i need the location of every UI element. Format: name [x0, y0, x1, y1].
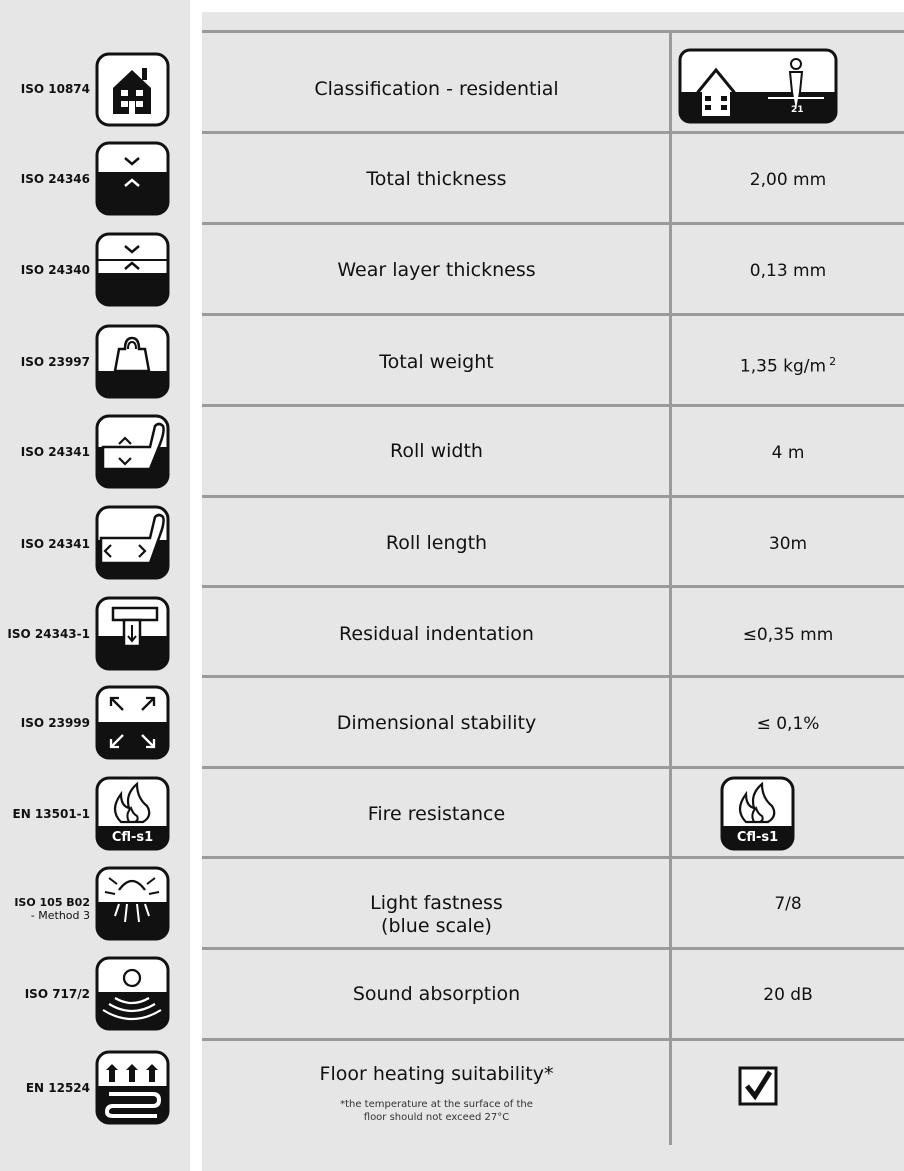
residential-class-badge: 21: [791, 105, 804, 115]
residential-class-21-icon: 21: [678, 48, 838, 124]
property-label: Roll length: [385, 532, 488, 554]
property-value: 2,00 mm: [749, 170, 827, 190]
property-label: Dimensional stability: [336, 712, 537, 734]
fire-class-label: Cfl-s1: [111, 830, 154, 845]
property-value: 0,13 mm: [749, 261, 827, 281]
standard-label: ISO 10874: [20, 82, 90, 96]
property-value: ≤ 0,1%: [756, 714, 820, 734]
unit-superscript: 2: [829, 355, 837, 368]
standard-label: EN 13501-1: [12, 807, 91, 821]
row-divider: [202, 404, 904, 407]
sound-absorption-icon: [95, 956, 170, 1031]
dimensional-stability-icon: [95, 685, 170, 760]
property-label: Sound absorption: [352, 983, 521, 1005]
residual-indentation-icon: [95, 596, 170, 671]
house-icon: [95, 52, 170, 127]
fire-class-icon: Cfl-s1: [720, 776, 795, 851]
property-value: 4 m: [771, 443, 805, 463]
standard-label: ISO 24341: [20, 537, 90, 551]
property-value: 7/8: [774, 894, 802, 914]
row-divider: [202, 222, 904, 225]
property-label: Roll width: [390, 440, 483, 462]
standard-label: EN 12524: [25, 1081, 90, 1095]
light-fastness-icon: [95, 866, 170, 941]
fire-class-label: Cfl-s1: [736, 830, 779, 845]
standard-label: ISO 24346: [20, 172, 90, 186]
footnote: *the temperature at the surface of the f…: [340, 1099, 533, 1123]
property-value: 1,35 kg/m 2: [739, 355, 837, 377]
property-label: Total weight: [379, 351, 494, 373]
row-divider: [202, 30, 904, 33]
row-divider: [202, 856, 904, 859]
property-label: Light fastness (blue scale): [370, 892, 503, 937]
standard-label: ISO 24340: [20, 263, 90, 277]
standard-label: ISO 24341: [20, 445, 90, 459]
row-divider: [202, 495, 904, 498]
property-label: Classification - residential: [314, 78, 559, 100]
total-thickness-icon: [95, 141, 170, 216]
row-divider: [202, 313, 904, 316]
wear-layer-thickness-icon: [95, 232, 170, 307]
row-divider: [202, 1038, 904, 1041]
floor-heating-icon: [95, 1050, 170, 1125]
roll-width-icon: [95, 414, 170, 489]
property-label: Fire resistance: [367, 803, 506, 825]
checkbox-checked-icon: [738, 1066, 778, 1106]
standard-label: ISO 105 B02 - Method 3: [14, 896, 90, 922]
standard-label: ISO 23997: [20, 355, 90, 369]
fire-icon: Cfl-s1: [95, 776, 170, 851]
standard-label: ISO 23999: [20, 716, 90, 730]
standard-label: ISO 717/2: [24, 987, 90, 1001]
roll-length-icon: [95, 505, 170, 580]
property-label: Wear layer thickness: [337, 259, 536, 281]
weight-icon: [95, 324, 170, 399]
property-value: 20 dB: [763, 985, 813, 1005]
property-label: Floor heating suitability* *the temperat…: [203, 1063, 670, 1124]
property-label: Total thickness: [366, 168, 507, 190]
property-value: 30m: [768, 534, 808, 554]
column-divider: [669, 30, 672, 1145]
row-divider: [202, 585, 904, 588]
row-divider: [202, 947, 904, 950]
row-divider: [202, 766, 904, 769]
row-divider: [202, 675, 904, 678]
property-value: ≤0,35 mm: [742, 625, 834, 645]
standard-label: ISO 24343-1: [7, 627, 90, 641]
row-divider: [202, 131, 904, 134]
property-label: Residual indentation: [339, 623, 534, 645]
